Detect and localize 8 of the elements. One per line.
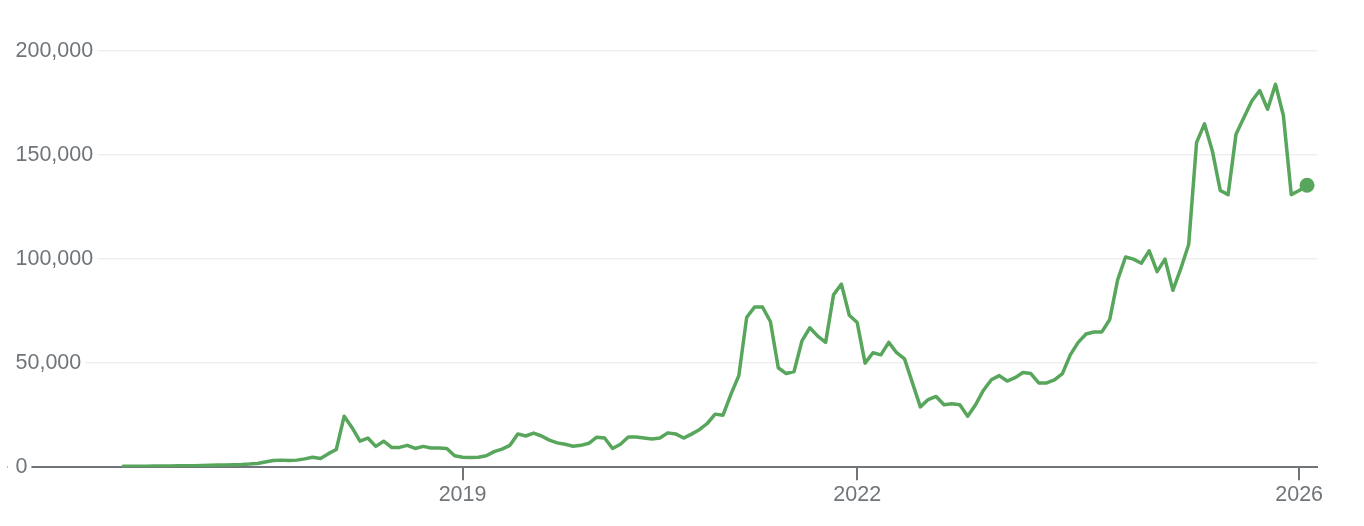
x-tick-label: 2026 — [1275, 482, 1324, 507]
y-tick-label: 150,000 — [15, 141, 94, 166]
y-tick-label: 100,000 — [15, 246, 94, 271]
y-tick-label: 50,000 — [15, 350, 82, 375]
x-tick-label: 2022 — [833, 482, 882, 507]
y-tick-label: 0 — [15, 454, 28, 479]
x-tick-label: 2019 — [438, 482, 487, 507]
y-tick-label: 200,000 — [15, 37, 94, 62]
